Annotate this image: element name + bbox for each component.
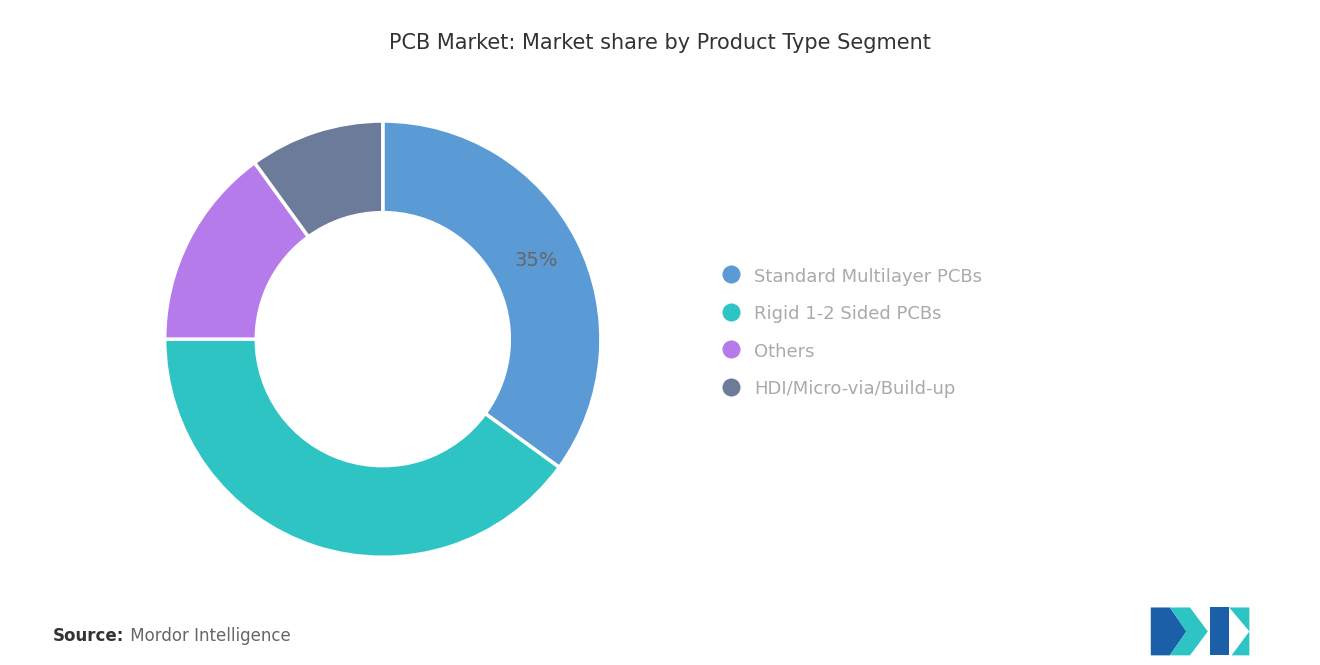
Legend: Standard Multilayer PCBs, Rigid 1-2 Sided PCBs, Others, HDI/Micro-via/Build-up: Standard Multilayer PCBs, Rigid 1-2 Side…	[722, 267, 982, 398]
Text: 35%: 35%	[515, 251, 558, 271]
Text: Mordor Intelligence: Mordor Intelligence	[125, 627, 292, 645]
Polygon shape	[1151, 608, 1187, 656]
Wedge shape	[165, 339, 560, 557]
Text: PCB Market: Market share by Product Type Segment: PCB Market: Market share by Product Type…	[389, 33, 931, 53]
Wedge shape	[255, 121, 383, 237]
Polygon shape	[1170, 608, 1208, 656]
Wedge shape	[383, 121, 601, 467]
Polygon shape	[1210, 608, 1229, 656]
Text: Source:: Source:	[53, 627, 124, 645]
Polygon shape	[1229, 608, 1250, 656]
Wedge shape	[165, 163, 309, 339]
